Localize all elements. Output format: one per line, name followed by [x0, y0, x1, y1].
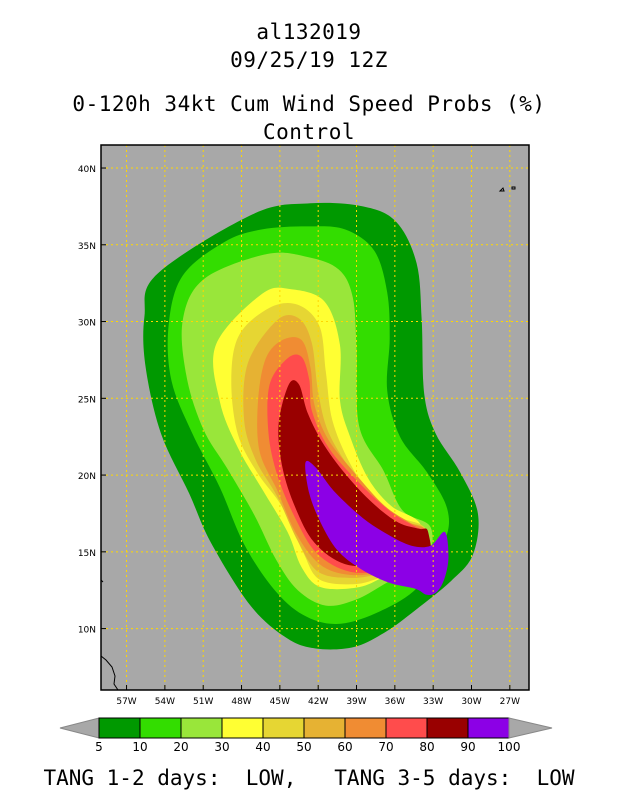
legend-left-triangle [59, 717, 100, 739]
datetime-title: 09/25/19 12Z [230, 48, 388, 72]
legend-label: 100 [498, 740, 521, 754]
latitude-axis: 10N 15N 20N 25N 30N 35N 40N [78, 165, 106, 636]
legend-label: 30 [214, 740, 229, 754]
y-tick-label: 15N [78, 549, 96, 559]
legend-swatch-10 [139, 717, 182, 739]
x-tick-label: 42W [308, 697, 328, 707]
product-title: 0-120h 34kt Cum Wind Speed Probs (%) [72, 92, 546, 116]
lat-lon-grid [101, 145, 529, 690]
tang-3-5-value: LOW [536, 766, 575, 790]
south-america-coastline [101, 655, 119, 690]
y-tick-label: 30N [78, 319, 96, 329]
plot-frame [100, 144, 530, 691]
tang-1-2-label: TANG 1-2 days: [43, 766, 221, 790]
legend-swatch-40 [262, 717, 305, 739]
x-tick-label: 57W [116, 697, 136, 707]
legend-swatch-80 [426, 717, 469, 739]
legend-label: 70 [378, 740, 393, 754]
y-tick-label: 10N [78, 626, 96, 636]
y-tick-label: 20N [78, 472, 96, 482]
x-tick-label: 45W [270, 697, 290, 707]
legend-swatch-90 [467, 717, 510, 739]
contour-80-percent [278, 380, 432, 570]
probability-contours [143, 202, 479, 650]
legend-label: 80 [419, 740, 434, 754]
y-tick-label: 35N [78, 242, 96, 252]
tang-footer: TANG 1-2 days: LOW, TANG 3-5 days: LOW [0, 766, 618, 790]
color-legend: 5 10 20 30 40 50 60 70 80 90 100 [59, 717, 553, 754]
legend-label: 90 [460, 740, 475, 754]
x-tick-label: 48W [231, 697, 251, 707]
legend-swatch-5 [98, 717, 141, 739]
contour-90-percent [305, 460, 449, 595]
legend-label: 40 [255, 740, 270, 754]
tang-1-2-value: LOW, [245, 766, 297, 790]
x-tick-label: 51W [193, 697, 213, 707]
y-tick-label: 40N [78, 165, 96, 175]
x-tick-label: 54W [155, 697, 175, 707]
legend-label: 10 [132, 740, 147, 754]
legend-label: 5 [95, 740, 103, 754]
longitude-axis: 57W 54W 51W 48W 45W 42W 39W 36W 33W 30W 27W [116, 685, 520, 707]
legend-right-triangle [508, 717, 553, 739]
legend-swatch-60 [344, 717, 387, 739]
azores-island-2 [511, 186, 516, 190]
y-tick-label: 25N [78, 395, 96, 405]
x-tick-label: 33W [423, 697, 443, 707]
legend-swatch-50 [303, 717, 346, 739]
run-subtitle: Control [262, 120, 355, 144]
legend-swatch-20 [180, 717, 223, 739]
tang-3-5-label: TANG 3-5 days: [334, 766, 512, 790]
legend-label: 20 [173, 740, 188, 754]
x-tick-label: 39W [346, 697, 366, 707]
legend-label: 50 [296, 740, 311, 754]
azores-island-1 [498, 187, 505, 192]
legend-label: 60 [337, 740, 352, 754]
legend-swatch-30 [221, 717, 264, 739]
storm-id-title: al132019 [256, 20, 362, 44]
legend-swatch-70 [385, 717, 428, 739]
x-tick-label: 27W [500, 697, 520, 707]
x-tick-label: 36W [385, 697, 405, 707]
x-tick-label: 30W [461, 697, 481, 707]
